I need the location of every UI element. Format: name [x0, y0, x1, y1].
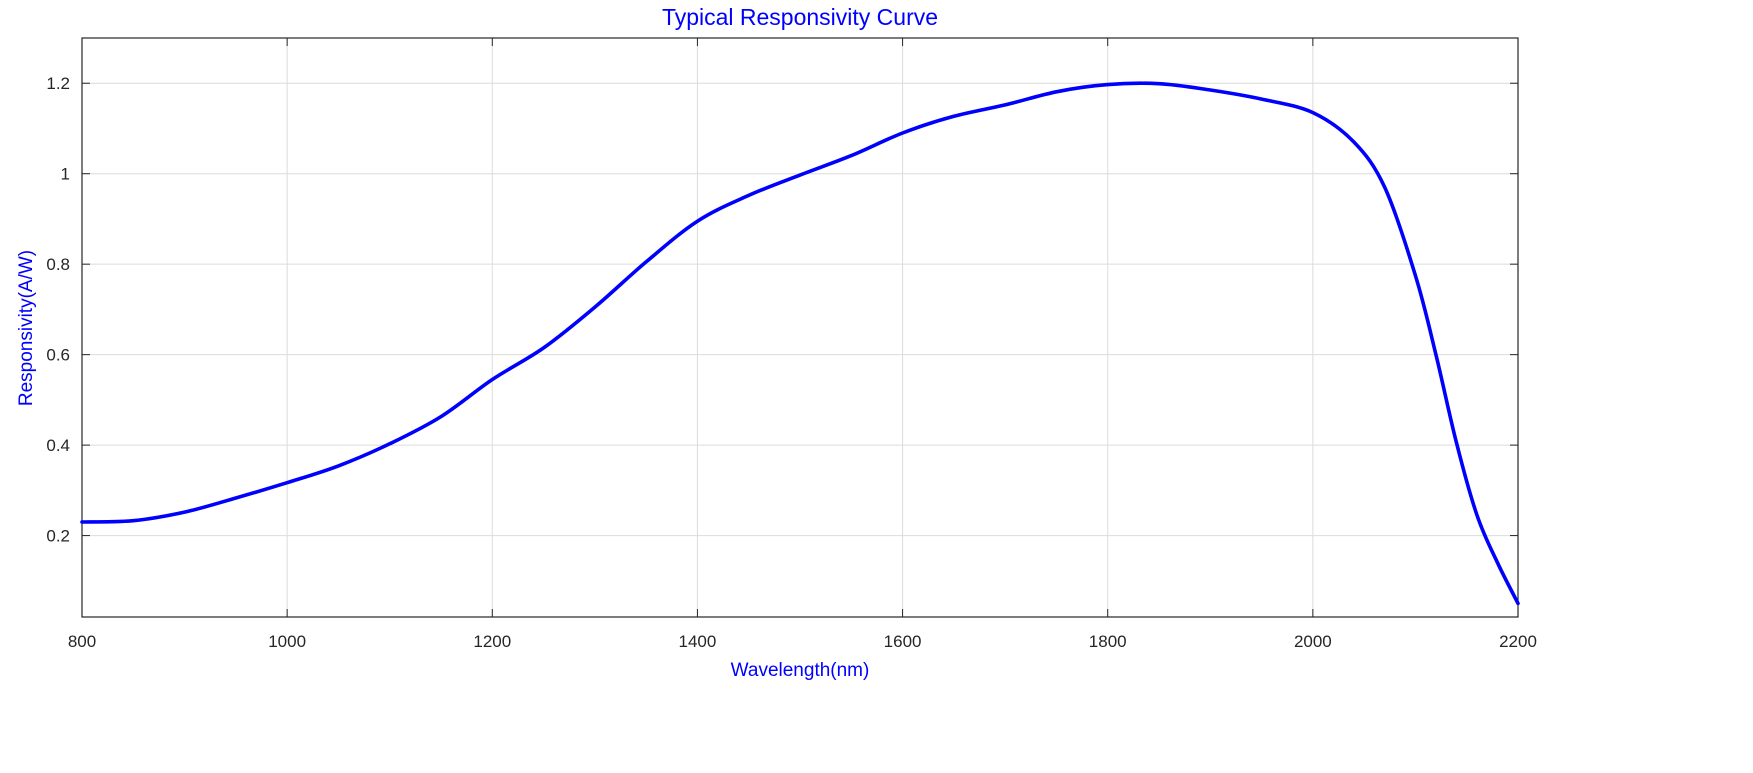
chart-title: Typical Responsivity Curve: [662, 4, 938, 30]
x-tick-label: 1000: [268, 632, 306, 651]
x-tick-label: 2000: [1294, 632, 1332, 651]
x-tick-label: 1400: [679, 632, 717, 651]
y-tick-label: 0.6: [46, 346, 70, 365]
y-tick-label: 1: [61, 165, 70, 184]
x-tick-labels: 800 1000 1200 1400 1600 1800 2000 2200: [68, 632, 1537, 651]
y-axis-label: Responsivity(A/W): [16, 250, 37, 406]
y-tick-labels: 0.2 0.4 0.6 0.8 1 1.2: [46, 74, 70, 545]
x-tick-label: 1800: [1089, 632, 1127, 651]
plot-area-frame: [81, 37, 1519, 618]
grid-lines: [81, 38, 1519, 617]
x-tick-label: 800: [68, 632, 96, 651]
x-tick-label: 1600: [884, 632, 922, 651]
x-axis-label: Wavelength(nm): [731, 660, 870, 681]
x-tick-label: 2200: [1499, 632, 1537, 651]
tick-marks: [81, 38, 1519, 617]
y-tick-label: 0.8: [46, 255, 70, 274]
x-tick-label: 1200: [473, 632, 511, 651]
y-tick-label: 0.4: [46, 436, 70, 455]
series-line-responsivity: [80, 81, 1520, 606]
y-tick-label: 0.2: [46, 527, 70, 546]
y-tick-label: 1.2: [46, 74, 70, 93]
